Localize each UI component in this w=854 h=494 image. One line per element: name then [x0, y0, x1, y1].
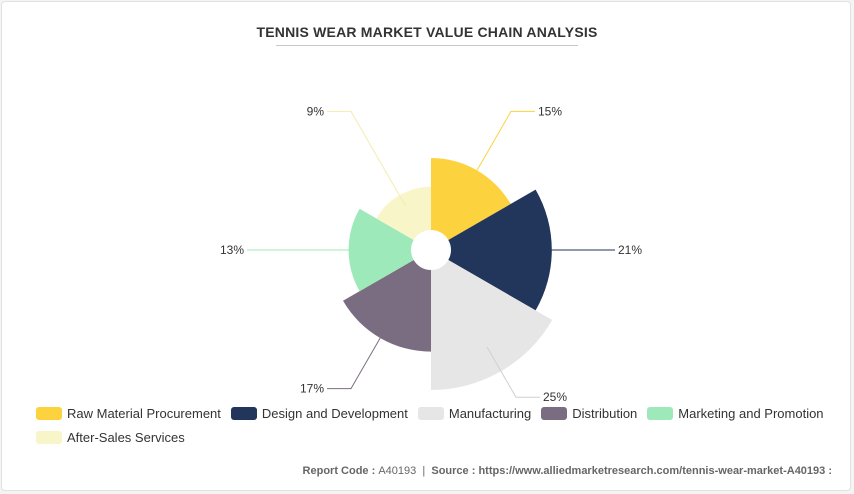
legend-item[interactable]: Distribution: [541, 406, 637, 421]
data-label: 9%: [307, 104, 325, 118]
rose-segment[interactable]: [448, 189, 552, 311]
data-label: 13%: [220, 243, 244, 257]
legend-label: Distribution: [572, 405, 638, 421]
title-underline: [276, 45, 578, 46]
legend-label: Marketing and Promotion: [678, 405, 824, 421]
data-label: 15%: [538, 104, 562, 118]
legend-swatch: [541, 406, 568, 420]
legend-item[interactable]: Raw Material Procurement: [36, 406, 221, 421]
source-url: https://www.alliedmarketresearch.com/ten…: [478, 465, 832, 477]
legend-row: Raw Material Procurement Design and Devel…: [36, 404, 834, 422]
legend-label: After-Sales Services: [67, 429, 185, 445]
legend-label: Design and Development: [261, 405, 408, 421]
legend-item[interactable]: Manufacturing: [417, 405, 532, 421]
legend-label: Manufacturing: [448, 405, 532, 421]
legend-item[interactable]: Design and Development: [230, 405, 408, 421]
legend-swatch: [647, 406, 674, 420]
rose-segment[interactable]: [431, 260, 553, 390]
rose-segment[interactable]: [376, 186, 431, 240]
chart-title: TENNIS WEAR MARKET VALUE CHAIN ANALYSIS: [256, 24, 598, 40]
data-label: 17%: [300, 382, 324, 396]
rose-segment[interactable]: [348, 208, 414, 292]
footer-source: Report Code : A40193 | Source : https://…: [303, 465, 832, 477]
legend-swatch: [417, 406, 444, 420]
center-hole: [413, 232, 449, 268]
report-code: A40193: [378, 465, 417, 477]
footer-separator: |: [416, 465, 432, 477]
data-label: 25%: [543, 390, 567, 404]
legend-item[interactable]: After-Sales Services: [36, 430, 185, 445]
legend-row: After-Sales Services: [36, 428, 195, 446]
rose-segment[interactable]: [431, 158, 511, 240]
legend-item[interactable]: Marketing and Promotion: [647, 405, 824, 421]
label-leader-line: [467, 110, 535, 187]
source-label: Source :: [431, 465, 479, 477]
label-leader-line: [486, 346, 540, 398]
rose-segment[interactable]: [343, 260, 431, 352]
label-leader-line: [327, 320, 391, 390]
legend-swatch: [36, 406, 62, 420]
data-label: 21%: [618, 243, 642, 257]
legend-swatch: [230, 406, 257, 420]
report-code-label: Report Code :: [302, 465, 379, 477]
legend-swatch: [36, 430, 62, 444]
label-leader-line: [327, 110, 407, 207]
legend-label: Raw Material Procurement: [67, 405, 221, 421]
